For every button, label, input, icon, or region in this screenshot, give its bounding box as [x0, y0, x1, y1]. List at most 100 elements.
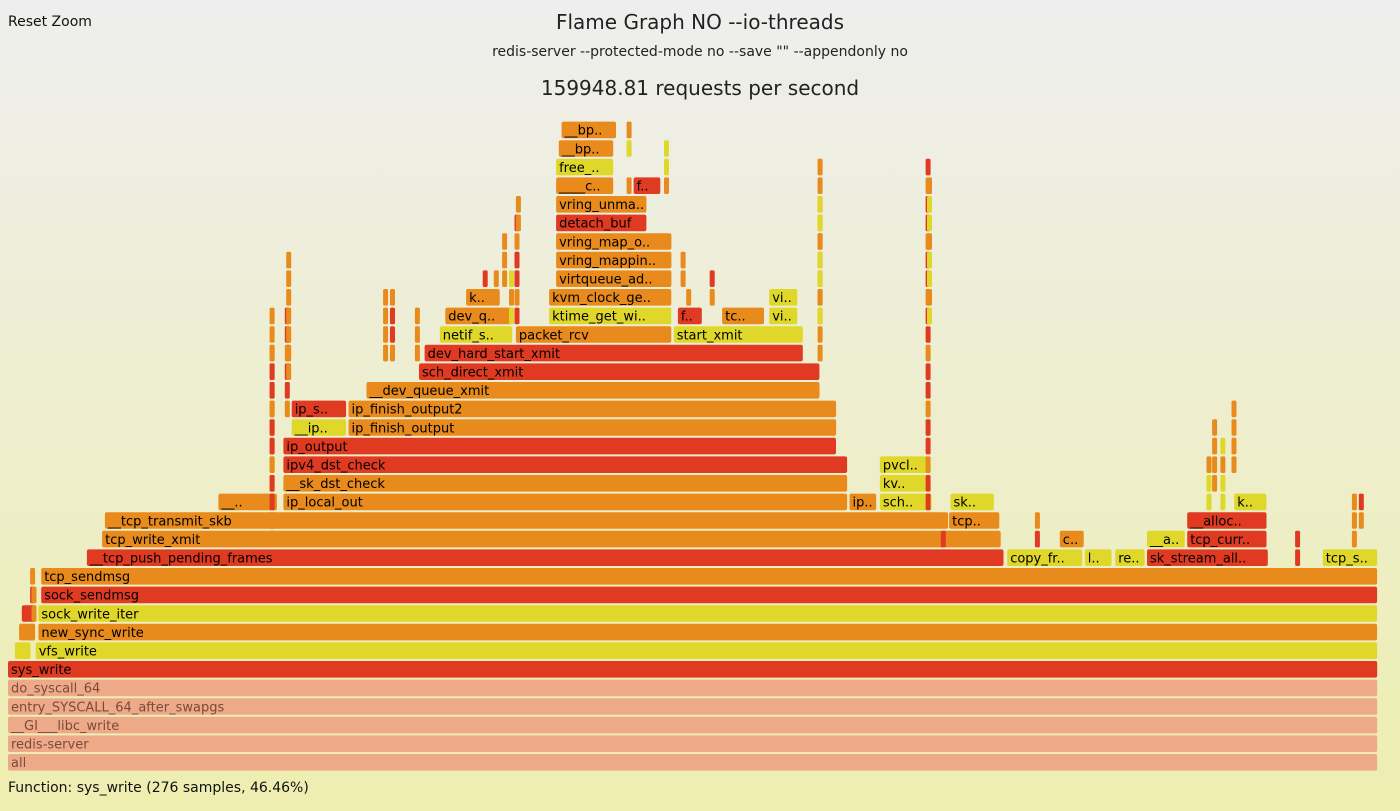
flame-frame-vring-unma[interactable]: vring_unma.. — [556, 196, 647, 213]
flame-frame-ip-output[interactable]: ip_output — [283, 437, 836, 455]
flame-frame-vi[interactable]: vi.. — [769, 307, 798, 325]
flame-frame-ip-finish-output2[interactable]: ip_finish_output2 — [348, 400, 837, 418]
flame-frame-ip-finish-output[interactable]: ip_finish_output — [348, 419, 837, 436]
flame-frame-a[interactable]: __a.. — [1147, 530, 1185, 548]
flame-sliver — [493, 270, 499, 287]
flame-sliver — [626, 140, 632, 157]
flame-frame-new-sync-write[interactable]: new_sync_write — [38, 623, 1378, 641]
flame-frame-rect — [283, 456, 848, 473]
flame-sliver — [1231, 400, 1237, 418]
flame-frame-ip[interactable]: __ip.. — [291, 419, 347, 436]
flame-frame-f[interactable]: f.. — [633, 177, 661, 195]
flame-frame-ip-local-out[interactable]: ip_local_out — [283, 493, 848, 511]
flame-frame-sch[interactable]: sch.. — [879, 493, 932, 511]
flame-sliver — [925, 400, 931, 418]
flame-frame-kvm-clock-ge[interactable]: kvm_clock_ge.. — [549, 289, 672, 306]
flame-frame-rect — [8, 754, 1378, 771]
flame-frame-alloc[interactable]: __alloc.. — [1187, 512, 1267, 529]
flame-frame-tcp-transmit-skb[interactable]: __tcp_transmit_skb — [104, 512, 949, 529]
flame-sliver — [664, 158, 669, 176]
flame-frame-rect — [1007, 549, 1083, 566]
flame-frame-dev-hard-start-xmit[interactable]: dev_hard_start_xmit — [424, 344, 803, 362]
flame-sliver — [514, 270, 520, 287]
flame-frame-pvcl[interactable]: pvcl.. — [879, 456, 929, 474]
flame-frame-start-xmit[interactable]: start_xmit — [673, 326, 803, 343]
flame-sliver — [1034, 530, 1040, 548]
flame-frame-sock-sendmsg[interactable]: sock_sendmsg — [41, 586, 1378, 604]
flame-frame-dev-queue-xmit[interactable]: __dev_queue_xmit — [366, 382, 820, 399]
flame-frame-rect — [366, 382, 820, 399]
flame-sliver — [284, 400, 290, 418]
flame-frame-packet-rcv[interactable]: packet_rcv — [515, 326, 672, 343]
flame-frame-sk[interactable]: sk.. — [950, 493, 994, 511]
flame-sliver — [1206, 493, 1212, 511]
flame-frame-all[interactable]: all — [8, 754, 1378, 771]
flame-sliver — [269, 400, 275, 418]
flame-frame-l[interactable]: l.. — [1084, 549, 1112, 567]
flame-frame-free[interactable]: free_.. — [556, 158, 614, 176]
flame-frame-vi[interactable]: vi.. — [769, 289, 798, 306]
flame-frame-sk-dst-check[interactable]: __sk_dst_check — [283, 475, 848, 492]
flame-sliver — [925, 475, 931, 492]
flame-frame-rect — [41, 568, 1378, 585]
flame-frame-vring-mappin[interactable]: vring_mappin.. — [556, 251, 672, 269]
flame-sliver — [680, 270, 686, 287]
flame-sliver — [269, 437, 275, 455]
flame-frame-tcp-curr[interactable]: tcp_curr.. — [1187, 530, 1267, 548]
flame-frame-unnamed[interactable] — [14, 642, 31, 659]
flame-frame-bp[interactable]: __bp.. — [561, 121, 616, 139]
flame-frame-tcp[interactable]: tcp.. — [949, 512, 1000, 529]
flame-sliver — [383, 344, 389, 362]
flame-frame-k[interactable]: k.. — [466, 289, 500, 306]
flame-frame-ipv4-dst-check[interactable]: ipv4_dst_check — [283, 456, 848, 474]
flame-frame-k[interactable]: k.. — [1234, 493, 1267, 511]
flame-frame-do-syscall-64[interactable]: do_syscall_64 — [8, 679, 1378, 697]
flame-frame-rect — [1322, 549, 1378, 566]
flame-frame-virtqueue-ad[interactable]: virtqueue_ad.. — [556, 270, 672, 288]
flame-frame-redis-server[interactable]: redis-server — [8, 735, 1378, 753]
flame-frame-ip[interactable]: ip.. — [849, 493, 877, 511]
flame-frame-c[interactable]: c.. — [1059, 530, 1084, 548]
flame-frame-c[interactable]: ____c.. — [556, 177, 614, 195]
flame-frame-dev-q[interactable]: dev_q.. — [445, 307, 513, 325]
flame-frame-re[interactable]: re.. — [1115, 549, 1145, 567]
flame-frame-sys-write[interactable]: sys_write — [8, 661, 1378, 678]
flame-frame-vring-map-o[interactable]: vring_map_o.. — [556, 233, 672, 250]
flame-sliver — [1212, 437, 1218, 455]
flame-frame-detach-buf[interactable]: detach_buf — [556, 214, 647, 232]
flame-frame-tcp-push-pending-frames[interactable]: __tcp_push_pending_frames — [86, 549, 1004, 567]
flame-frame-f[interactable]: f.. — [677, 307, 702, 325]
flame-frame-gi-libc-write[interactable]: __GI___libc_write — [8, 716, 1378, 734]
reset-zoom-button[interactable]: Reset Zoom — [8, 14, 92, 30]
flame-frame-sock-write-iter[interactable]: sock_write_iter — [38, 605, 1378, 622]
flame-frame-vfs-write[interactable]: vfs_write — [35, 642, 1378, 660]
flame-sliver — [817, 289, 823, 306]
flame-frame-tc[interactable]: tc.. — [722, 307, 764, 325]
flame-sliver — [817, 251, 823, 269]
flame-frame-tcp-write-xmit[interactable]: tcp_write_xmit — [102, 530, 1001, 548]
flame-sliver — [269, 344, 275, 362]
flame-frame-[interactable]: __.. — [218, 493, 277, 511]
flame-sliver — [514, 289, 520, 306]
flame-sliver — [390, 289, 395, 306]
flame-frame-copy-from[interactable]: copy_fr.. — [1007, 549, 1083, 567]
flame-sliver — [927, 251, 932, 269]
flame-frame-rect — [549, 289, 672, 306]
flame-sliver — [269, 456, 275, 473]
flame-frame-rect — [218, 493, 277, 511]
flame-frame-sch-direct-xmit[interactable]: sch_direct_xmit — [419, 363, 820, 381]
flame-sliver — [509, 289, 514, 306]
flame-frame-kv[interactable]: kv.. — [879, 475, 926, 492]
flame-frame-netif-s[interactable]: netif_s.. — [439, 326, 513, 343]
flame-frame-tcp-s[interactable]: tcp_s.. — [1322, 549, 1378, 567]
flame-frame-entry-syscall-64-after-swapgs[interactable]: entry_SYSCALL_64_after_swapgs — [8, 698, 1378, 715]
flame-frame-bp[interactable]: __bp.. — [558, 140, 614, 157]
flame-frame-rect — [8, 661, 1378, 678]
flame-frame-sk-stream-alloc[interactable]: sk_stream_all.. — [1147, 549, 1268, 567]
flame-frame-ktime-get-wi[interactable]: ktime_get_wi.. — [549, 307, 672, 325]
flame-frame-rect — [8, 716, 1378, 734]
flame-sliver — [286, 251, 292, 269]
flame-frame-ip-s[interactable]: ip_s.. — [291, 400, 347, 418]
flame-frame-tcp-sendmsg[interactable]: tcp_sendmsg — [41, 568, 1378, 585]
